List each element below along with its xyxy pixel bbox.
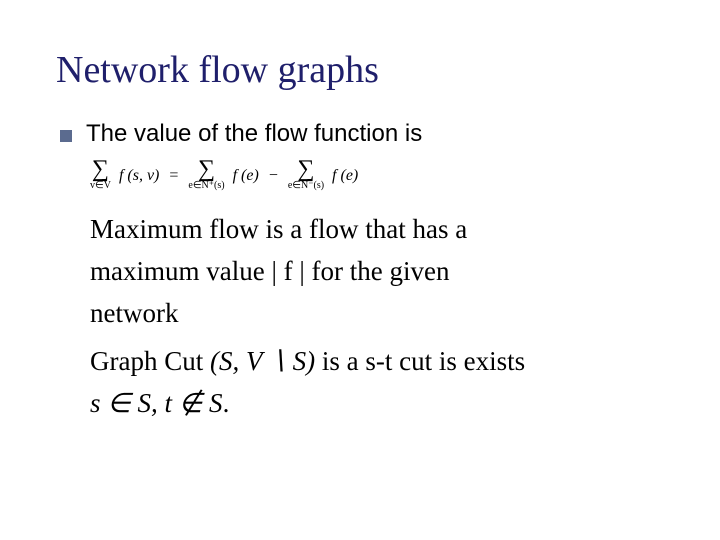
p1-line1: Maximum flow is a flow that has a (90, 209, 650, 251)
bullet-marker-icon (60, 130, 72, 142)
sigma-lhs-sub: v∈V (90, 181, 111, 191)
p2-post: is a s-t cut is exists (315, 346, 525, 376)
p3-expr: s ∈ S, t ∉ S (90, 388, 223, 418)
eq-sign: = (169, 167, 178, 185)
membership-line: s ∈ S, t ∉ S. (90, 383, 650, 425)
p2-set: (S, V ∖ S) (210, 346, 315, 376)
p3-dot: . (223, 388, 230, 418)
abs-f: | f | (271, 256, 304, 286)
mid-term: f (e) (233, 167, 259, 185)
sigma-lhs: ∑ v∈V (90, 160, 111, 191)
bullet-item: The value of the flow function is (60, 120, 664, 148)
sigma-rhs-sub: e∈N⁻(s) (288, 181, 324, 191)
slide-container: Network flow graphs The value of the flo… (0, 0, 720, 424)
lhs-term: f (s, v) (119, 167, 159, 185)
sigma-mid-sub: e∈N⁺(s) (188, 181, 224, 191)
bullet-text: The value of the flow function is (86, 120, 422, 148)
graph-cut-paragraph: Graph Cut (S, V ∖ S) is a s-t cut is exi… (90, 341, 650, 383)
minus-sign: − (269, 167, 278, 185)
sigma-mid: ∑ e∈N⁺(s) (188, 160, 224, 191)
sigma-rhs: ∑ e∈N⁻(s) (288, 160, 324, 191)
p1-line2: maximum value | f | for the given (90, 251, 650, 293)
p1-line2a: maximum value (90, 256, 271, 286)
flow-formula: ∑ v∈V f (s, v) = ∑ e∈N⁺(s) f (e) − ∑ e∈N… (90, 160, 664, 191)
p2-pre: Graph Cut (90, 346, 210, 376)
rhs-term: f (e) (332, 167, 358, 185)
max-flow-paragraph: Maximum flow is a flow that has a maximu… (90, 209, 650, 335)
slide-title: Network flow graphs (56, 48, 664, 92)
p1-line2b: for the given (305, 256, 450, 286)
p1-line3: network (90, 293, 650, 335)
